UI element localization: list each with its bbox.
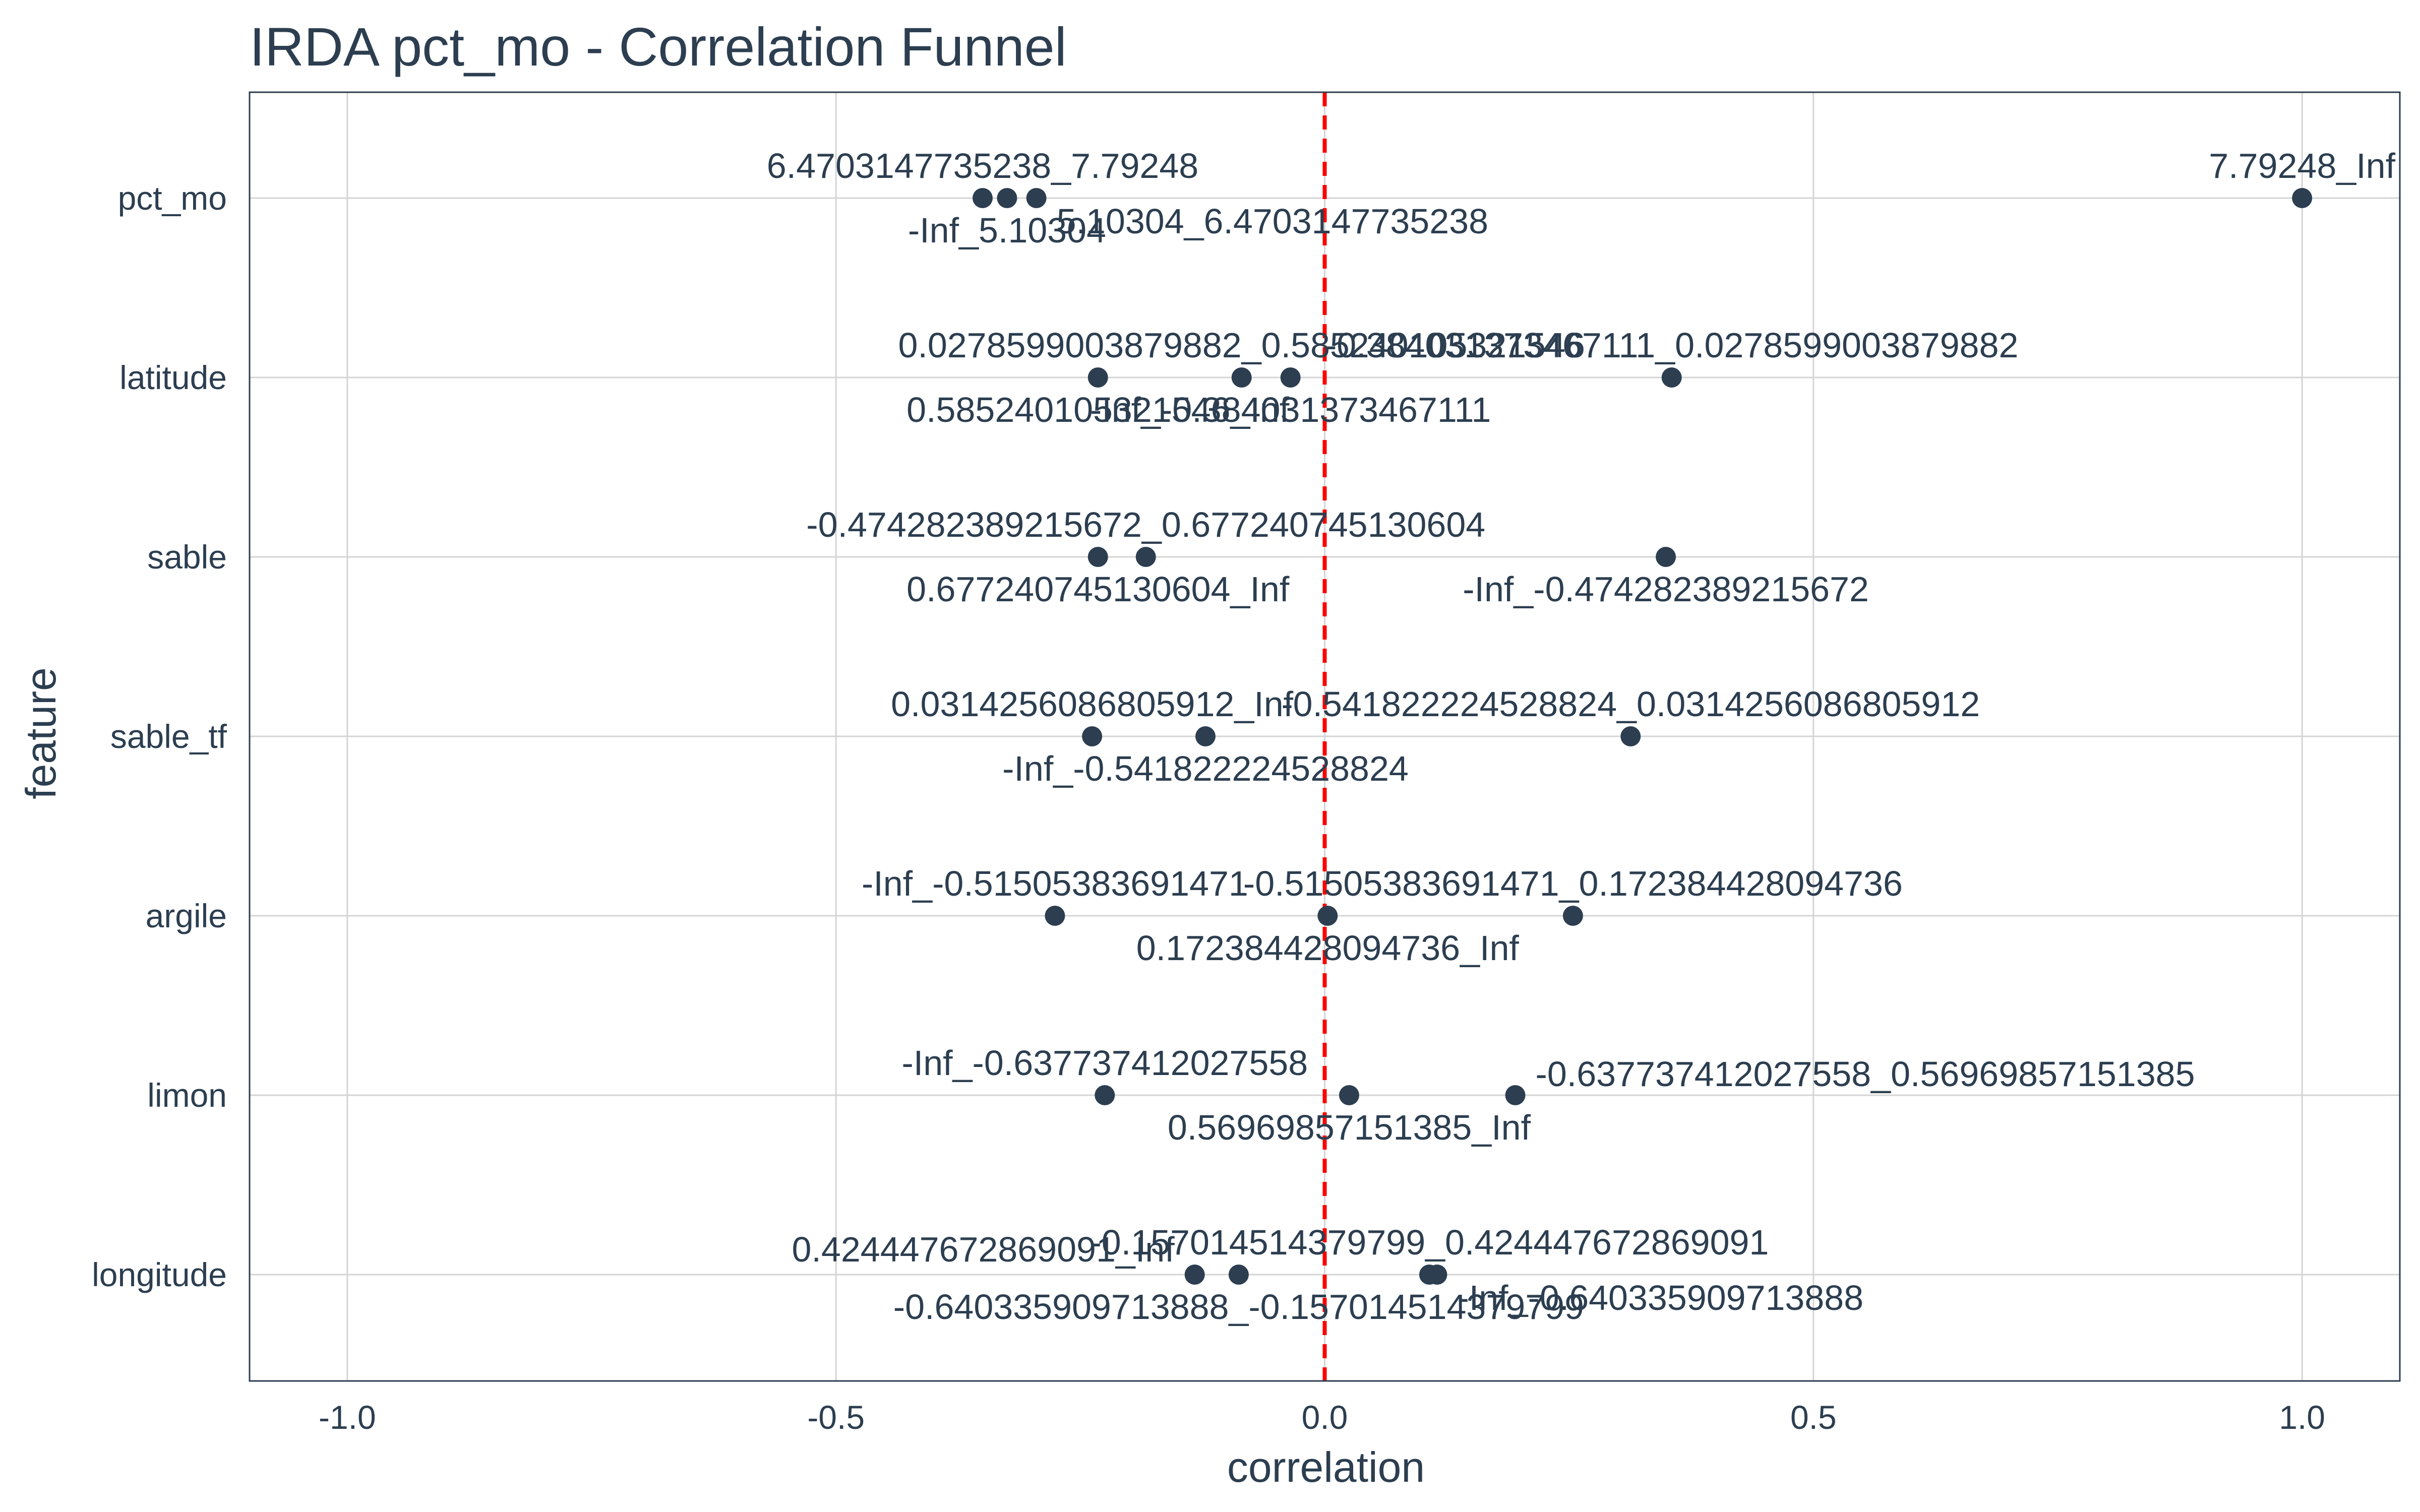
data-point bbox=[1135, 547, 1156, 567]
y-tick-label: latitude bbox=[119, 359, 227, 396]
data-point bbox=[1505, 1085, 1526, 1105]
y-tick-label: limon bbox=[147, 1077, 227, 1114]
point-label: -Inf_5.10304 bbox=[908, 211, 1106, 250]
data-point bbox=[1095, 1085, 1115, 1105]
data-point bbox=[1317, 906, 1338, 926]
point-label: -0.474282389215672_0.677240745130604 bbox=[806, 505, 1485, 544]
point-label: -Inf_-0.474282389215672 bbox=[1463, 570, 1869, 609]
data-point bbox=[1045, 906, 1065, 926]
data-point bbox=[1231, 367, 1252, 388]
plot-frame bbox=[249, 91, 2401, 1382]
data-point bbox=[1195, 726, 1216, 746]
point-label: -Inf_-0.541822224528824 bbox=[1002, 749, 1409, 788]
data-point bbox=[1087, 367, 1108, 388]
data-point bbox=[972, 188, 993, 208]
point-label: 0.0314256086805912_Inf bbox=[891, 684, 1294, 724]
point-label: -Inf_-0.51505383691471 bbox=[862, 864, 1248, 903]
point-label: 5.10304_6.4703147735238 bbox=[1057, 202, 1488, 241]
data-point bbox=[1427, 1265, 1447, 1285]
point-label: -Inf_-0.637737412027558 bbox=[901, 1043, 1308, 1083]
data-point bbox=[1339, 1085, 1359, 1105]
x-tick-label: -1.0 bbox=[319, 1399, 376, 1436]
chart-title: IRDA pct_mo - Correlation Funnel bbox=[250, 16, 1067, 77]
y-tick-label: pct_mo bbox=[118, 179, 227, 217]
y-tick-label: sable_tf bbox=[110, 718, 227, 755]
data-point bbox=[1087, 547, 1108, 567]
data-point bbox=[1082, 726, 1103, 746]
data-point bbox=[1280, 367, 1301, 388]
x-axis-title: correlation bbox=[1227, 1443, 1425, 1491]
axis-layer: -1.0 -0.5 0.0 0.5 1.0 pct_mo latitude sable sabl… bbox=[92, 91, 2401, 1436]
data-point bbox=[1184, 1265, 1205, 1285]
y-axis-title: feature bbox=[17, 667, 65, 799]
point-label: 7.79248_Inf bbox=[2209, 146, 2395, 185]
data-point bbox=[1026, 188, 1047, 208]
data-point bbox=[1656, 547, 1676, 567]
point-labels-layer: 6.4703147735238_7.79248 -Inf_5.103045.103… bbox=[767, 146, 2396, 1327]
point-label: 0.56969857151385_Inf bbox=[1168, 1108, 1531, 1147]
point-label: 6.4703147735238_7.79248 bbox=[767, 146, 1198, 185]
point-label: -0.637737412027558_0.56969857151385 bbox=[1536, 1054, 2195, 1094]
data-point bbox=[1661, 367, 1682, 388]
point-label: 0.585240105321546_Inf bbox=[906, 390, 1290, 429]
point-label: -0.541822224528824_0.0314256086805912 bbox=[1281, 684, 1980, 724]
data-point bbox=[997, 188, 1017, 208]
x-tick-label: 0.5 bbox=[1790, 1399, 1837, 1436]
point-label: -0.384031373467111_0.0278599003879882 bbox=[1325, 326, 2018, 365]
point-label: -0.51505383691471_0.172384428094736 bbox=[1243, 864, 1903, 903]
point-label: -Inf_-0.384031373467111 bbox=[1090, 390, 1491, 429]
point-label: 0.424447672869091_Inf bbox=[792, 1230, 1175, 1269]
x-tick-label: 1.0 bbox=[2279, 1399, 2325, 1436]
x-tick-label: 0.0 bbox=[1302, 1399, 1348, 1436]
point-label: 0.172384428094736_Inf bbox=[1136, 928, 1520, 968]
point-label: 0.0278599003879882_0.585240105321546 bbox=[898, 326, 1585, 365]
point-label: -0.640335909713888_-0.157014514379799 bbox=[893, 1287, 1584, 1327]
data-point bbox=[1562, 906, 1583, 926]
data-point bbox=[1620, 726, 1641, 746]
point-label: -Inf_-0.640335909713888 bbox=[1457, 1278, 1863, 1317]
y-tick-label: argile bbox=[146, 897, 227, 934]
data-point bbox=[2292, 188, 2313, 208]
point-label: 0.677240745130604_Inf bbox=[906, 570, 1290, 609]
x-tick-label: -0.5 bbox=[807, 1399, 865, 1436]
points-layer bbox=[972, 188, 2313, 1285]
y-tick-label: longitude bbox=[92, 1256, 227, 1293]
y-tick-label: sable bbox=[147, 538, 227, 576]
point-label: -0.157014514379799_0.424447672869091 bbox=[1090, 1223, 1769, 1262]
data-point bbox=[1228, 1265, 1249, 1285]
